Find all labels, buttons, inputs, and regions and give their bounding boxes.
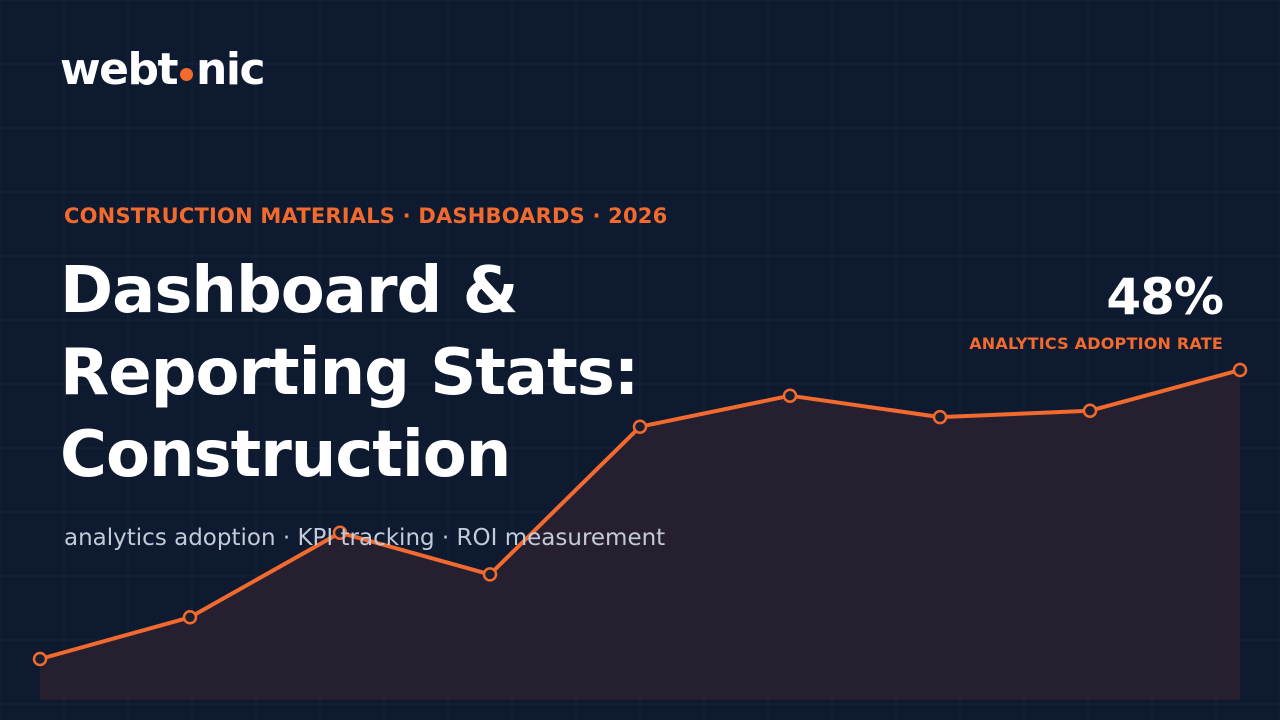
chart-data-point [32,651,48,667]
chart-area-fill [40,370,1240,700]
stat-label: ANALYTICS ADOPTION RATE [969,334,1223,353]
chart-data-point [482,567,498,582]
page-title: Dashboard & Reporting Stats: Constructio… [60,250,700,496]
stat-value: 48% [1106,268,1224,326]
subtitle-text: analytics adoption · KPI tracking · ROI … [64,525,666,551]
title-line-2: Reporting Stats: [60,336,639,410]
chart-data-point [1232,362,1248,378]
logo-text-start: webt [60,44,179,95]
logo-dot-icon [180,67,194,81]
chart-data-point [182,610,198,625]
eyebrow-text: CONSTRUCTION MATERIALS · DASHBOARDS · 20… [64,204,668,228]
chart-data-point [332,525,348,540]
chart-data-point [932,409,948,425]
chart-data-point [632,419,648,434]
stat-callout: 48% ANALYTICS ADOPTION RATE [969,268,1224,353]
title-line-1: Dashboard & [60,254,518,328]
chart-data-point [782,388,798,403]
webtonic-logo[interactable]: webt nic [60,44,266,95]
chart-data-point [1082,403,1098,418]
logo-text-end: nic [196,44,266,95]
title-line-3: Construction [60,418,511,492]
